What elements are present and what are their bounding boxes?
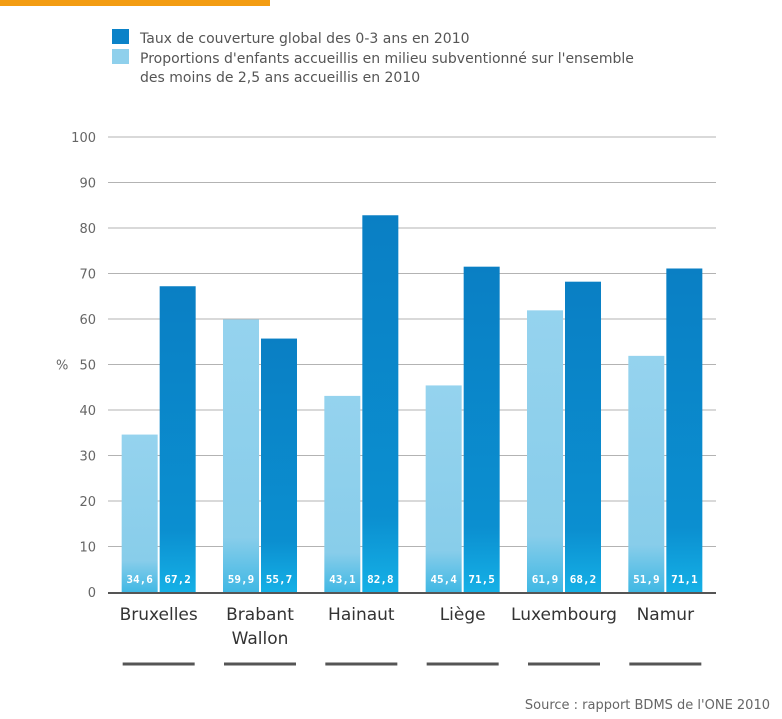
- legend: Taux de couverture global des 0-3 ans en…: [112, 29, 634, 86]
- legend-swatch: [112, 49, 129, 64]
- data-label: 68,2: [570, 573, 597, 586]
- category-label-line: Namur: [637, 605, 694, 625]
- bar: [527, 310, 563, 592]
- data-label: 59,9: [228, 573, 255, 586]
- y-tick-label: 60: [79, 313, 96, 328]
- bar: [261, 338, 297, 592]
- y-tick-label: 10: [79, 541, 96, 556]
- data-label: 71,5: [468, 573, 495, 586]
- category-label-line: Luxembourg: [511, 605, 617, 625]
- data-label: 43,1: [329, 573, 356, 586]
- y-tick-label: 0: [88, 586, 96, 601]
- category-label: Luxembourg: [511, 605, 617, 625]
- category-labels: Bruxelles Brabant Wallon Hainaut Liège Luxemb…: [120, 605, 694, 649]
- data-label: 34,6: [126, 573, 153, 586]
- y-tick-label: 40: [79, 404, 96, 419]
- y-tick-label: 50: [79, 359, 96, 374]
- bars: [121, 215, 703, 592]
- bar: [362, 215, 399, 592]
- legend-swatch: [112, 29, 129, 44]
- category-label: Namur: [637, 605, 694, 625]
- data-labels: 34,6 67,2 59,9 55,7 43,1 82,8 45,4 71,5 61,9 68,2…: [126, 573, 698, 586]
- legend-label: Proportions d'enfants accueillis en mili…: [140, 51, 634, 67]
- data-label: 55,7: [266, 573, 293, 586]
- y-tick-label: 100: [71, 131, 96, 146]
- bar: [565, 281, 601, 592]
- source-note: Source : rapport BDMS de l'ONE 2010: [524, 698, 770, 713]
- bar: [666, 268, 703, 592]
- category-label-line: Brabant: [226, 605, 294, 625]
- data-label: 45,4: [430, 573, 457, 586]
- data-label: 71,1: [671, 573, 698, 586]
- header-strip: [0, 0, 270, 6]
- category-label: Hainaut: [328, 605, 395, 625]
- data-label: 67,2: [164, 573, 191, 586]
- legend-label: des moins de 2,5 ans accueillis en 2010: [140, 70, 420, 86]
- category-label-line: Bruxelles: [120, 605, 198, 625]
- y-tick-label: 20: [79, 495, 96, 510]
- category-label: Liège: [440, 605, 486, 625]
- y-tick-label: 30: [79, 450, 96, 465]
- bar: [121, 434, 158, 592]
- bar: [324, 395, 361, 592]
- y-tick-label: 90: [79, 177, 96, 192]
- bar: [463, 266, 500, 592]
- y-tick-label: 80: [79, 222, 96, 237]
- data-label: 82,8: [367, 573, 394, 586]
- category-label-line: Hainaut: [328, 605, 395, 625]
- y-tick-label: 70: [79, 268, 96, 283]
- bar: [159, 286, 196, 592]
- y-axis-label: %: [56, 359, 68, 374]
- data-label: 61,9: [532, 573, 559, 586]
- category-label: Bruxelles: [120, 605, 198, 625]
- category-label-line: Liège: [440, 605, 486, 625]
- bar: [628, 355, 665, 592]
- category-label-line: Wallon: [232, 629, 289, 649]
- data-label: 51,9: [633, 573, 660, 586]
- bar: [425, 385, 462, 592]
- legend-label: Taux de couverture global des 0-3 ans en…: [139, 31, 470, 47]
- category-label: Brabant Wallon: [226, 605, 294, 649]
- bar: [223, 319, 259, 592]
- y-axis-ticks: 0 10 20 30 40 50 60 70 80 90 100: [71, 131, 96, 601]
- gridlines: [108, 136, 716, 547]
